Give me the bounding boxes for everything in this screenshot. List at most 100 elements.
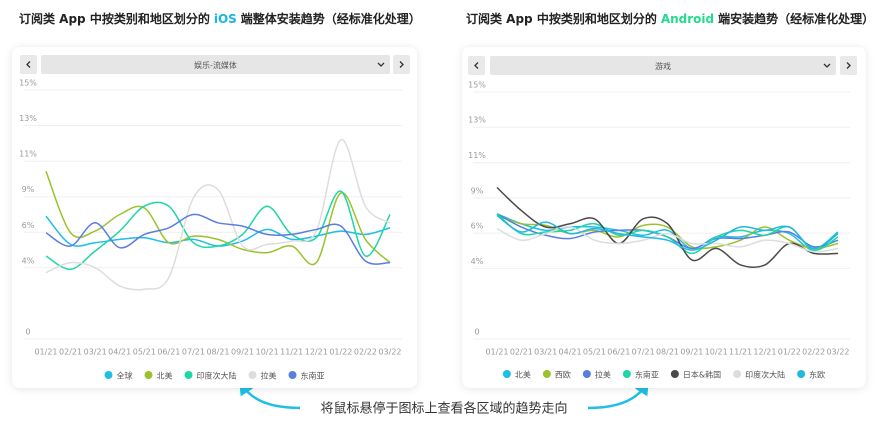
chevron — [474, 62, 479, 69]
y-tick-label: 13% — [468, 116, 486, 125]
legend-swatch — [733, 370, 742, 378]
y-tick-label: 9% — [22, 185, 35, 194]
card — [12, 47, 417, 388]
y-tick-label: 6% — [22, 221, 35, 230]
x-tick-label: 11/21 — [729, 348, 752, 357]
x-tick-label: 10/21 — [256, 348, 279, 357]
chevron — [26, 61, 31, 68]
x-tick-label: 05/21 — [583, 348, 606, 357]
hint-arrow — [238, 379, 301, 410]
x-tick-label: 05/21 — [133, 348, 156, 357]
legend-label: 全球 — [117, 371, 133, 381]
x-tick-label: 12/21 — [753, 348, 776, 357]
title-part: 端整体安装趋势（经标准化处理） — [241, 11, 421, 26]
title-part: 订阅类 App 中按类别和地区划分的 — [19, 11, 210, 26]
legend-label: 北美 — [157, 371, 173, 381]
x-tick-label: 02/21 — [59, 348, 82, 357]
x-tick-label: 10/21 — [705, 348, 728, 357]
x-tick-label: 08/21 — [656, 348, 679, 357]
legend-swatch — [670, 370, 679, 378]
legend-swatch — [622, 370, 631, 378]
x-tick-label: 12/21 — [305, 348, 328, 357]
hint-arrow — [587, 379, 650, 410]
legend-label: 拉美 — [595, 370, 611, 380]
legend-label: 印度次大陆 — [745, 370, 785, 380]
dropdown-value: 游戏 — [655, 61, 671, 71]
legend-swatch — [248, 371, 257, 379]
y-tick-label: 0 — [25, 328, 30, 337]
series-line — [45, 213, 391, 265]
card — [462, 47, 866, 388]
y-tick-label: 11% — [19, 150, 37, 159]
hint: 将鼠标悬停于图标上查看各区域的趋势走向 — [320, 401, 567, 417]
x-tick-label: 06/21 — [607, 348, 630, 357]
legend-swatch — [104, 371, 113, 379]
legend-swatch — [502, 370, 511, 378]
title-part: Android — [661, 12, 714, 26]
dropdown[interactable] — [490, 56, 836, 75]
prev-button[interactable] — [20, 55, 37, 74]
x-tick-label: 06/21 — [157, 348, 180, 357]
x-tick-label: 08/21 — [206, 348, 229, 357]
y-tick-label: 15% — [19, 79, 37, 88]
dropdown[interactable] — [41, 55, 390, 74]
legend-label: 拉美 — [261, 371, 277, 381]
x-tick-label: 02/22 — [354, 348, 377, 357]
y-tick-label: 0 — [474, 328, 479, 337]
legend-swatch — [582, 370, 591, 378]
x-tick-label: 03/21 — [84, 348, 107, 357]
x-tick-label: 03/22 — [826, 348, 849, 357]
x-tick-label: 11/21 — [280, 348, 303, 357]
next-button[interactable] — [840, 56, 857, 75]
x-tick-label: 02/21 — [510, 348, 533, 357]
y-tick-label: 13% — [19, 114, 37, 123]
x-tick-label: 03/22 — [378, 348, 401, 357]
legend: 全球 北美 印度次大陆 拉美 东南亚 — [104, 371, 325, 381]
title-part: 订阅类 App 中按类别和地区划分的 — [466, 11, 657, 26]
legend-label: 东欧 — [809, 370, 825, 380]
dropdown-caret — [823, 63, 831, 68]
legend-label: 东南亚 — [635, 370, 659, 380]
x-tick-label: 01/21 — [34, 348, 57, 357]
x-tick-label: 01/22 — [329, 348, 352, 357]
y-tick-label: 15% — [468, 81, 486, 90]
x-tick-label: 01/22 — [778, 348, 801, 357]
legend-swatch — [288, 371, 297, 379]
legend-swatch — [144, 371, 153, 379]
chart: 订阅类 App 中按类别和地区划分的 Android 端安装趋势（经标准化处理） 游戏… — [462, 11, 874, 388]
y-tick-label: 9% — [471, 186, 484, 195]
legend-label: 东南亚 — [301, 371, 325, 381]
legend: 北美 西欧 拉美 东南亚 日本&韩国 印度次大陆 东欧 — [502, 370, 825, 380]
series-line — [45, 190, 391, 271]
legend-swatch — [184, 371, 193, 379]
x-tick-label: 09/21 — [680, 348, 703, 357]
x-tick-label: 09/21 — [231, 348, 254, 357]
y-tick-label: 4% — [22, 256, 35, 265]
series-line — [496, 186, 839, 269]
chevron — [846, 62, 851, 69]
title-part: iOS — [214, 12, 237, 26]
series-line — [45, 171, 391, 266]
chart-title: 订阅类 App 中按类别和地区划分的 Android 端安装趋势（经标准化处理） — [466, 11, 874, 26]
legend-swatch — [797, 370, 806, 378]
y-tick-label: 6% — [471, 222, 484, 231]
dropdown-caret — [377, 62, 385, 67]
x-tick-label: 03/21 — [534, 348, 557, 357]
y-tick-label: 11% — [468, 151, 486, 160]
x-tick-label: 01/21 — [485, 348, 508, 357]
legend-label: 日本&韩国 — [683, 370, 721, 380]
prev-button[interactable] — [468, 56, 485, 75]
x-tick-label: 02/22 — [802, 348, 825, 357]
x-tick-label: 07/21 — [632, 348, 655, 357]
legend-swatch — [542, 370, 551, 378]
y-tick-label: 4% — [471, 257, 484, 266]
x-tick-label: 04/21 — [108, 348, 131, 357]
legend-label: 印度次大陆 — [197, 371, 237, 381]
legend-label: 北美 — [515, 370, 531, 380]
chevron — [399, 61, 404, 68]
chart: 订阅类 App 中按类别和地区划分的 iOS 端整体安装趋势（经标准化处理） 娱乐-流… — [12, 11, 421, 388]
next-button[interactable] — [393, 55, 410, 74]
x-tick-label: 04/21 — [559, 348, 582, 357]
series-line — [496, 226, 839, 253]
